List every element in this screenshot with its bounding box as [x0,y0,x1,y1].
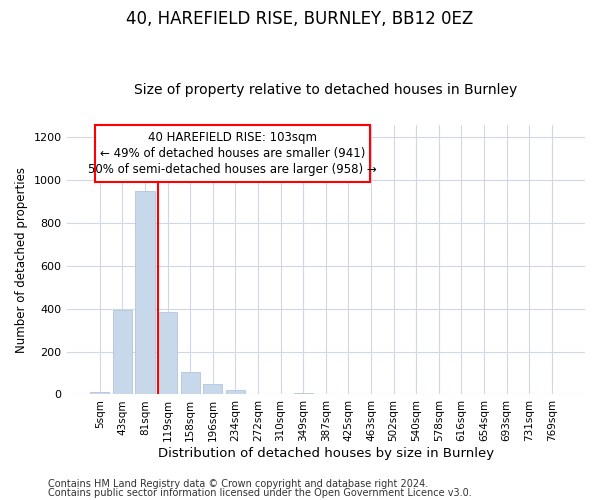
Text: 40 HAREFIELD RISE: 103sqm: 40 HAREFIELD RISE: 103sqm [148,131,317,144]
FancyBboxPatch shape [95,124,370,182]
Bar [113,310,132,394]
Text: 50% of semi-detached houses are larger (958) →: 50% of semi-detached houses are larger (… [88,163,377,176]
Text: Contains public sector information licensed under the Open Government Licence v3: Contains public sector information licen… [48,488,472,498]
Title: Size of property relative to detached houses in Burnley: Size of property relative to detached ho… [134,83,517,97]
Text: ← 49% of detached houses are smaller (941): ← 49% of detached houses are smaller (94… [100,147,365,160]
Y-axis label: Number of detached properties: Number of detached properties [15,166,28,352]
Bar [136,191,155,394]
Bar [293,392,313,394]
Bar [158,312,177,394]
Bar [90,392,109,394]
Bar [203,384,223,394]
Text: Contains HM Land Registry data © Crown copyright and database right 2024.: Contains HM Land Registry data © Crown c… [48,479,428,489]
Bar [226,390,245,394]
Text: 40, HAREFIELD RISE, BURNLEY, BB12 0EZ: 40, HAREFIELD RISE, BURNLEY, BB12 0EZ [127,10,473,28]
Bar [181,372,200,394]
X-axis label: Distribution of detached houses by size in Burnley: Distribution of detached houses by size … [158,447,494,460]
